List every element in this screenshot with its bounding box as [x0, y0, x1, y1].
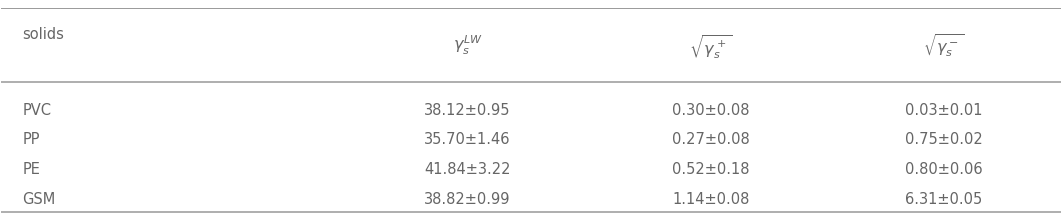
Text: 41.84±3.22: 41.84±3.22: [424, 162, 511, 177]
Text: 38.82±0.99: 38.82±0.99: [424, 192, 511, 207]
Text: 0.80±0.06: 0.80±0.06: [905, 162, 983, 177]
Text: 0.30±0.08: 0.30±0.08: [672, 103, 750, 118]
Text: $\sqrt{\gamma_s^-}$: $\sqrt{\gamma_s^-}$: [923, 33, 965, 60]
Text: 1.14±0.08: 1.14±0.08: [672, 192, 750, 207]
Text: GSM: GSM: [22, 192, 56, 207]
Text: PVC: PVC: [22, 103, 52, 118]
Text: 38.12±0.95: 38.12±0.95: [424, 103, 511, 118]
Text: PP: PP: [22, 132, 40, 148]
Text: $\sqrt{\gamma_s^+}$: $\sqrt{\gamma_s^+}$: [689, 33, 733, 61]
Text: 0.75±0.02: 0.75±0.02: [905, 132, 983, 148]
Text: 0.27±0.08: 0.27±0.08: [672, 132, 750, 148]
Text: $\gamma_s^{LW}$: $\gamma_s^{LW}$: [452, 33, 482, 57]
Text: 0.52±0.18: 0.52±0.18: [672, 162, 750, 177]
Text: solids: solids: [22, 27, 65, 42]
Text: 35.70±1.46: 35.70±1.46: [424, 132, 511, 148]
Text: PE: PE: [22, 162, 40, 177]
Text: 0.03±0.01: 0.03±0.01: [905, 103, 982, 118]
Text: 6.31±0.05: 6.31±0.05: [906, 192, 982, 207]
